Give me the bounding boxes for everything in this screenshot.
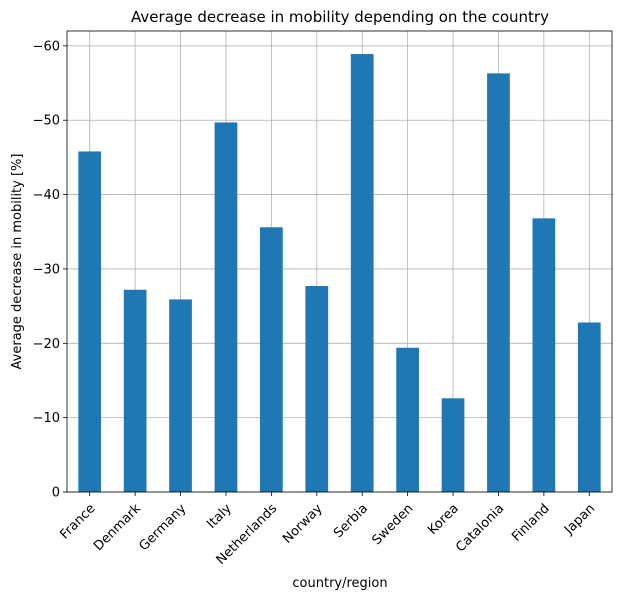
y-tick-label: −10 [33,411,60,426]
bar-netherlands [260,227,283,493]
y-tick-label: 0 [52,486,60,501]
x-tick-label: France [57,501,98,542]
x-tick-label: Denmark [91,501,144,554]
x-tick-label: Norway [280,501,326,547]
x-tick-label: Finland [509,501,552,544]
bar-france [78,151,102,492]
bar-sweden [396,347,419,492]
bar-japan [577,322,601,492]
plot-frame [66,30,613,493]
y-axis-label: Average decrease in mobility [%] [10,154,25,370]
y-tick-label: −60 [33,39,60,54]
bar-finland [532,218,556,492]
bar-norway [305,286,329,492]
x-tick-label: Korea [425,501,462,538]
y-tick-label: −50 [33,114,60,129]
grid-layer [67,31,612,493]
chart-title: Average decrease in mobility depending o… [131,8,549,26]
bar-catalonia [487,73,510,492]
bar-serbia [350,54,374,493]
y-tick-label: −30 [33,262,60,277]
bars-layer [78,54,601,493]
x-tick-label: Italy [204,501,235,532]
bar-korea [441,398,465,492]
y-tick-label: −20 [33,337,60,352]
x-tick-label: Germany [137,501,190,554]
bar-germany [169,299,192,492]
bar-italy [214,122,238,492]
bar-denmark [123,289,147,492]
x-tick-label: Catalonia [453,501,507,555]
y-axis: 0 −10 −20 −30 −40 −50 −60 [33,39,67,501]
x-tick-label: Sweden [370,501,417,548]
y-tick-label: −40 [33,188,60,203]
x-tick-label: Japan [561,501,598,538]
x-tick-label: Serbia [331,501,371,541]
x-axis-label: country/region [292,576,387,591]
